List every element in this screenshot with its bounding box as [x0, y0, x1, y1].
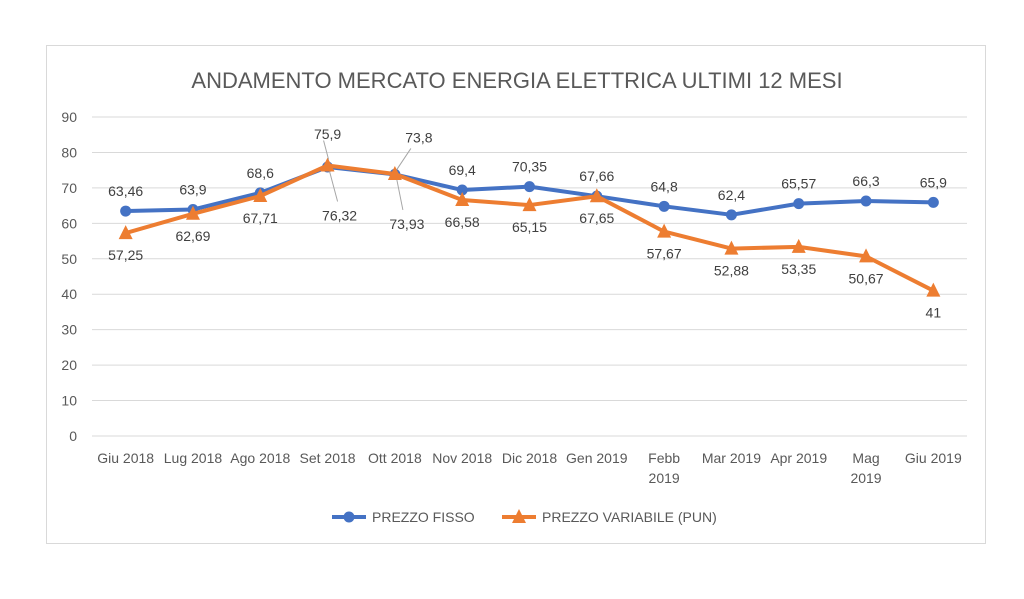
prezzo-fisso-point	[860, 195, 872, 207]
prezzo-fisso-point	[120, 205, 132, 217]
y-tick-label: 70	[61, 180, 77, 196]
x-tick-label: Set 2018	[300, 450, 356, 466]
prezzo-fisso-point	[793, 198, 805, 210]
x-tick-label: Ago 2018	[230, 450, 290, 466]
leader-line	[396, 148, 412, 170]
prezzo-fisso-data-label: 65,9	[920, 174, 947, 190]
legend-marker-prezzo-fisso	[343, 511, 355, 523]
prezzo-variabile-data-label: 52,88	[714, 263, 749, 279]
x-tick-label: Giu 2018	[97, 450, 154, 466]
prezzo-variabile-point	[455, 192, 470, 207]
x-tick-label: Febb 2019	[648, 450, 680, 486]
data-labels: 63,46 63,9 68,6 75,9 73,8 69,4 70,35 67,66 64,8 6…	[108, 126, 947, 321]
prezzo-variabile-point	[118, 225, 133, 240]
y-tick-label: 50	[61, 251, 77, 267]
prezzo-variabile-data-label: 73,93	[389, 216, 424, 232]
prezzo-fisso-point	[658, 200, 670, 212]
prezzo-variabile-point	[859, 248, 874, 263]
prezzo-variabile-data-label: 57,67	[647, 246, 682, 262]
prezzo-fisso-data-label: 66,3	[852, 173, 879, 189]
y-tick-label: 10	[61, 393, 77, 409]
y-tick-label: 60	[61, 215, 77, 231]
prezzo-variabile-point	[791, 238, 806, 253]
x-axis: Giu 2018 Lug 2018 Ago 2018 Set 2018 Ott 2018…	[97, 450, 962, 486]
prezzo-fisso-data-label: 68,6	[247, 165, 274, 181]
grid-layer	[92, 116, 967, 437]
legend-label-prezzo-variabile: PREZZO VARIABILE (PUN)	[542, 509, 717, 525]
prezzo-variabile-data-label: 66,58	[445, 214, 480, 230]
x-tick-label: Gen 2019	[566, 450, 628, 466]
prezzo-fisso-point	[927, 196, 939, 208]
prezzo-variabile-point	[253, 188, 268, 203]
line-chart: ANDAMENTO MERCATO ENERGIA ELETTRICA ULTI…	[61, 68, 967, 525]
y-tick-label: 20	[61, 357, 77, 373]
prezzo-fisso-data-label: 70,35	[512, 159, 547, 175]
x-tick-label: Dic 2018	[502, 450, 557, 466]
y-tick-label: 30	[61, 322, 77, 338]
legend-label-prezzo-fisso: PREZZO FISSO	[372, 509, 475, 525]
prezzo-fisso-point	[725, 209, 737, 221]
prezzo-variabile-data-label: 67,65	[579, 210, 614, 226]
prezzo-fisso-data-label: 69,4	[449, 162, 476, 178]
prezzo-variabile-data-label: 57,25	[108, 247, 143, 263]
x-tick-label: Ott 2018	[368, 450, 422, 466]
prezzo-variabile-data-label: 41	[926, 305, 942, 321]
prezzo-fisso-data-label: 62,4	[718, 187, 745, 203]
y-tick-label: 90	[61, 109, 77, 125]
prezzo-fisso-data-label: 65,57	[781, 176, 816, 192]
leader-line	[396, 179, 404, 211]
prezzo-variabile-point	[657, 223, 672, 238]
prezzo-variabile-point	[387, 165, 402, 180]
chart-title: ANDAMENTO MERCATO ENERGIA ELETTRICA ULTI…	[191, 68, 842, 93]
prezzo-variabile-data-label: 65,15	[512, 219, 547, 235]
prezzo-variabile-data-label: 67,71	[243, 210, 278, 226]
prezzo-variabile-data-label: 53,35	[781, 261, 816, 277]
x-tick-label: Lug 2018	[164, 450, 223, 466]
prezzo-fisso-data-label: 63,46	[108, 183, 143, 199]
x-tick-label: Mag 2019	[850, 450, 881, 486]
prezzo-variabile-data-label: 50,67	[849, 270, 884, 286]
prezzo-variabile-point	[522, 197, 537, 212]
prezzo-variabile-point	[185, 205, 200, 220]
prezzo-variabile-point	[320, 157, 335, 172]
x-tick-label: Nov 2018	[432, 450, 492, 466]
x-tick-label: Giu 2019	[905, 450, 962, 466]
y-tick-label: 80	[61, 144, 77, 160]
prezzo-variabile-point	[589, 188, 604, 203]
prezzo-fisso-data-label: 67,66	[579, 168, 614, 184]
x-tick-label: Mar 2019	[702, 450, 761, 466]
prezzo-fisso-data-label: 64,8	[650, 178, 677, 194]
y-tick-label: 40	[61, 286, 77, 302]
prezzo-fisso-point	[456, 184, 468, 196]
legend-marker-prezzo-variabile	[512, 509, 526, 523]
prezzo-variabile-data-label: 62,69	[175, 228, 210, 244]
prezzo-fisso-data-label: 73,8	[405, 129, 432, 145]
chart-frame: ANDAMENTO MERCATO ENERGIA ELETTRICA ULTI…	[46, 45, 986, 544]
y-axis: 0 10 20 30 40 50 60 70 80 90	[61, 109, 77, 444]
x-tick-label: Apr 2019	[770, 450, 827, 466]
y-tick-label: 0	[69, 428, 77, 444]
prezzo-variabile-point	[724, 240, 739, 255]
prezzo-fisso-data-label: 63,9	[179, 182, 206, 198]
legend: PREZZO FISSO PREZZO VARIABILE (PUN)	[332, 509, 717, 525]
leader-line	[329, 171, 339, 202]
prezzo-fisso-data-label: 75,9	[314, 126, 341, 142]
prezzo-variabile-point	[926, 282, 941, 297]
prezzo-fisso-point	[524, 181, 535, 193]
series-layer	[118, 157, 941, 297]
prezzo-variabile-data-label: 76,32	[322, 207, 357, 223]
leader-line	[323, 140, 330, 160]
